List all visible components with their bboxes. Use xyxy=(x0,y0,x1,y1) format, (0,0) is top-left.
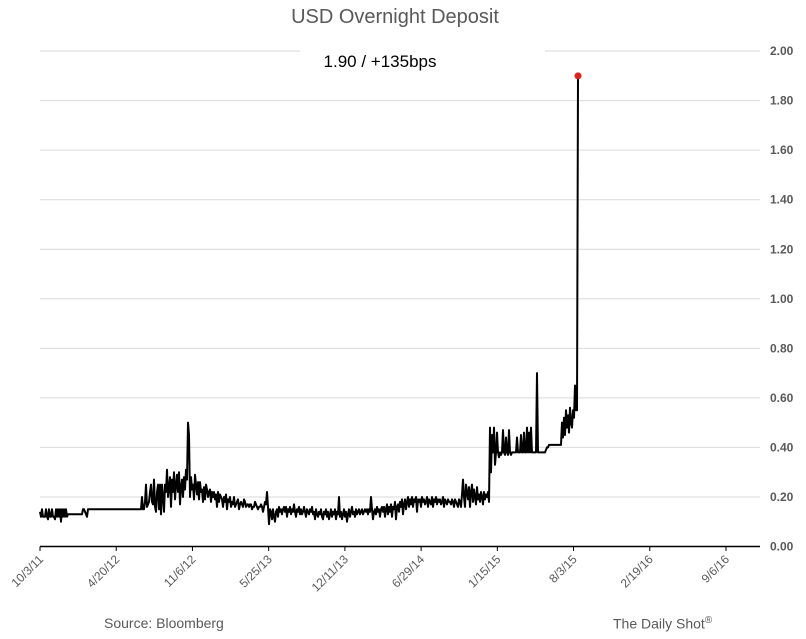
brand-name: The Daily Shot xyxy=(613,615,705,632)
y-tick-label: 0.80 xyxy=(770,341,794,355)
y-tick-label: 1.00 xyxy=(770,292,794,306)
chart-subtitle: 1.90 / +135bps xyxy=(300,52,460,72)
y-tick-label: 0.60 xyxy=(770,391,794,405)
x-tick-label: 1/15/15 xyxy=(465,552,503,590)
y-tick-label: 0.20 xyxy=(770,490,794,504)
series-line xyxy=(39,75,579,526)
source-note: Source: Bloomberg xyxy=(104,615,224,631)
x-tick-label: 6/29/14 xyxy=(389,552,427,590)
y-tick-label: 1.20 xyxy=(770,242,794,256)
x-tick-label: 4/20/12 xyxy=(84,552,122,590)
x-tick-label: 9/6/16 xyxy=(699,552,733,586)
y-axis-labels: 0.00 0.20 0.40 0.60 0.80 1.00 1.20 1.40 1.60 1.80… xyxy=(770,44,794,553)
registered-mark: ® xyxy=(704,615,713,626)
y-tick-label: 2.00 xyxy=(770,44,794,58)
x-tick-label: 11/6/12 xyxy=(161,552,199,590)
y-tick-label: 1.60 xyxy=(770,143,794,157)
x-axis-ticks: 10/3/11 4/20/12 11/6/12 5/25/13 12/11/13 6/29… xyxy=(9,546,733,595)
x-tick-label: 5/25/13 xyxy=(237,552,275,590)
gridlines xyxy=(40,100,760,498)
x-tick-label: 8/3/15 xyxy=(546,552,580,586)
y-tick-label: 1.80 xyxy=(770,94,794,108)
x-tick-label: 2/19/16 xyxy=(618,552,656,590)
x-tick-label: 12/11/13 xyxy=(309,552,352,595)
chart-title: USD Overnight Deposit xyxy=(291,6,499,28)
y-tick-label: 0.00 xyxy=(770,540,794,554)
last-value-marker xyxy=(574,72,582,80)
x-tick-label: 10/3/11 xyxy=(9,552,47,590)
y-tick-label: 1.40 xyxy=(770,193,794,207)
y-tick-label: 0.40 xyxy=(770,440,794,454)
brand-credit: The Daily Shot® xyxy=(613,615,712,632)
